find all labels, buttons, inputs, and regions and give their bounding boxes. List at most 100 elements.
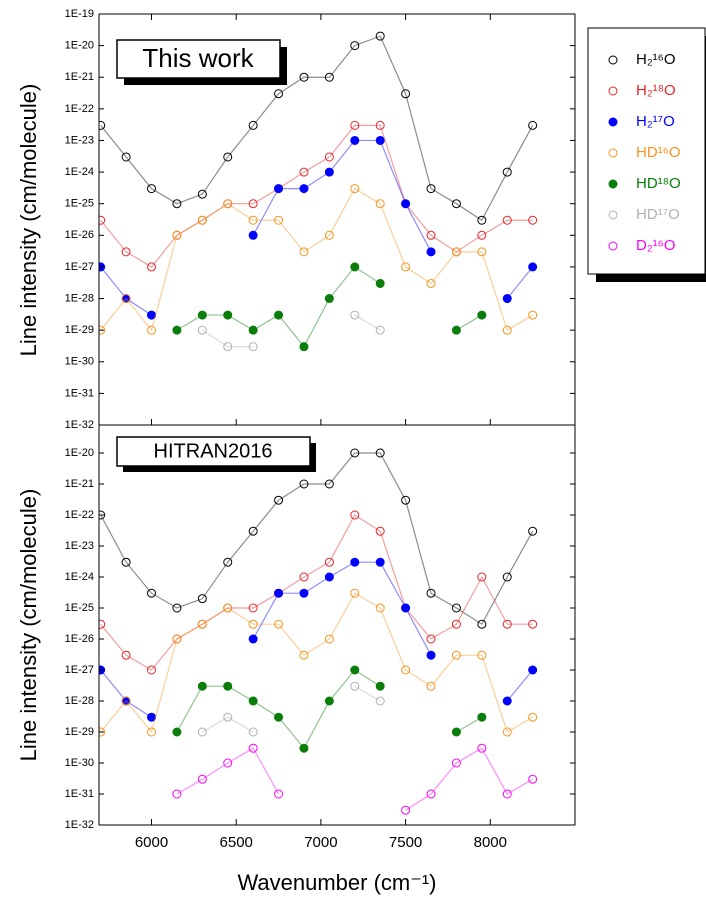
- data-point: [223, 199, 233, 209]
- data-point: [350, 557, 360, 567]
- data-point: [350, 135, 360, 145]
- y-tick-label: 1E-20: [65, 447, 94, 459]
- data-point: [375, 199, 385, 209]
- data-point: [147, 262, 157, 272]
- data-point: [324, 72, 334, 82]
- data-point: [274, 215, 284, 225]
- legend: [587, 27, 706, 275]
- legend-marker: [608, 179, 618, 189]
- y-tick-label: 1E-31: [65, 387, 94, 399]
- data-point: [502, 325, 512, 335]
- data-point: [248, 120, 258, 130]
- data-point: [99, 215, 106, 225]
- data-point: [299, 572, 309, 582]
- data-point: [248, 230, 258, 240]
- series-line: [100, 139, 534, 316]
- data-point: [502, 215, 512, 225]
- data-point: [197, 681, 207, 691]
- data-point: [223, 712, 233, 722]
- data-point: [121, 294, 131, 304]
- data-point: [528, 310, 538, 320]
- data-point: [324, 152, 334, 162]
- data-point: [477, 230, 487, 240]
- data-point: [375, 31, 385, 41]
- data-point: [350, 448, 360, 458]
- data-point: [426, 230, 436, 240]
- data-point: [147, 712, 157, 722]
- legend-label: HD¹⁶O: [636, 144, 681, 161]
- y-tick-label: 1E-25: [65, 198, 94, 210]
- data-point: [502, 294, 512, 304]
- data-point: [172, 603, 182, 613]
- data-point: [197, 774, 207, 784]
- data-point: [248, 603, 258, 613]
- data-point: [274, 619, 284, 629]
- y-tick-label: 1E-29: [65, 726, 94, 738]
- y-tick-label: 1E-19: [65, 8, 94, 20]
- data-point: [375, 135, 385, 145]
- data-point: [426, 247, 436, 257]
- data-point: [477, 619, 487, 629]
- x-axis-label: Wavenumber (cm⁻¹): [237, 870, 436, 895]
- data-point: [299, 247, 309, 257]
- data-point: [99, 120, 106, 130]
- data-point: [223, 758, 233, 768]
- plot-area: [99, 31, 538, 352]
- series-line: [100, 514, 533, 671]
- data-point: [426, 588, 436, 598]
- data-point: [528, 120, 538, 130]
- data-point: [528, 262, 538, 272]
- data-point: [375, 603, 385, 613]
- data-point: [197, 189, 207, 199]
- data-point: [274, 310, 284, 320]
- data-point: [121, 696, 131, 706]
- legend-label: HD¹⁸O: [636, 175, 681, 192]
- data-point: [274, 712, 284, 722]
- data-point: [401, 805, 411, 815]
- y-tick-label: 1E-32: [65, 419, 94, 431]
- legend-label: HD¹⁷O: [636, 206, 680, 223]
- data-point: [299, 184, 309, 194]
- data-point: [324, 557, 334, 567]
- data-point: [172, 325, 182, 335]
- legend-label: H₂¹⁶O: [636, 51, 676, 68]
- data-point: [147, 310, 157, 320]
- data-point: [223, 152, 233, 162]
- data-point: [121, 152, 131, 162]
- data-point: [324, 230, 334, 240]
- data-point: [528, 774, 538, 784]
- data-point: [451, 619, 461, 629]
- data-point: [324, 696, 334, 706]
- data-point: [324, 294, 334, 304]
- data-point: [426, 789, 436, 799]
- series-line: [100, 124, 533, 268]
- data-point: [324, 479, 334, 489]
- data-point: [375, 526, 385, 536]
- y-tick-label: 1E-29: [65, 324, 94, 336]
- data-point: [375, 557, 385, 567]
- y-tick-label: 1E-23: [65, 540, 94, 552]
- title-box: [116, 39, 281, 79]
- data-point: [147, 727, 157, 737]
- data-point: [197, 619, 207, 629]
- series-line: [100, 187, 533, 332]
- data-point: [99, 325, 106, 335]
- series-line: [100, 561, 534, 718]
- data-point: [147, 325, 157, 335]
- data-point: [172, 727, 182, 737]
- data-point: [248, 215, 258, 225]
- legend-marker: [608, 55, 618, 65]
- data-point: [299, 588, 309, 598]
- data-point: [426, 184, 436, 194]
- data-point: [324, 572, 334, 582]
- data-point: [350, 510, 360, 520]
- data-point: [274, 184, 284, 194]
- data-point: [426, 634, 436, 644]
- y-tick-label: 1E-27: [65, 261, 94, 273]
- data-point: [451, 325, 461, 335]
- data-point: [147, 184, 157, 194]
- data-point: [248, 696, 258, 706]
- data-point: [401, 603, 411, 613]
- data-point: [274, 89, 284, 99]
